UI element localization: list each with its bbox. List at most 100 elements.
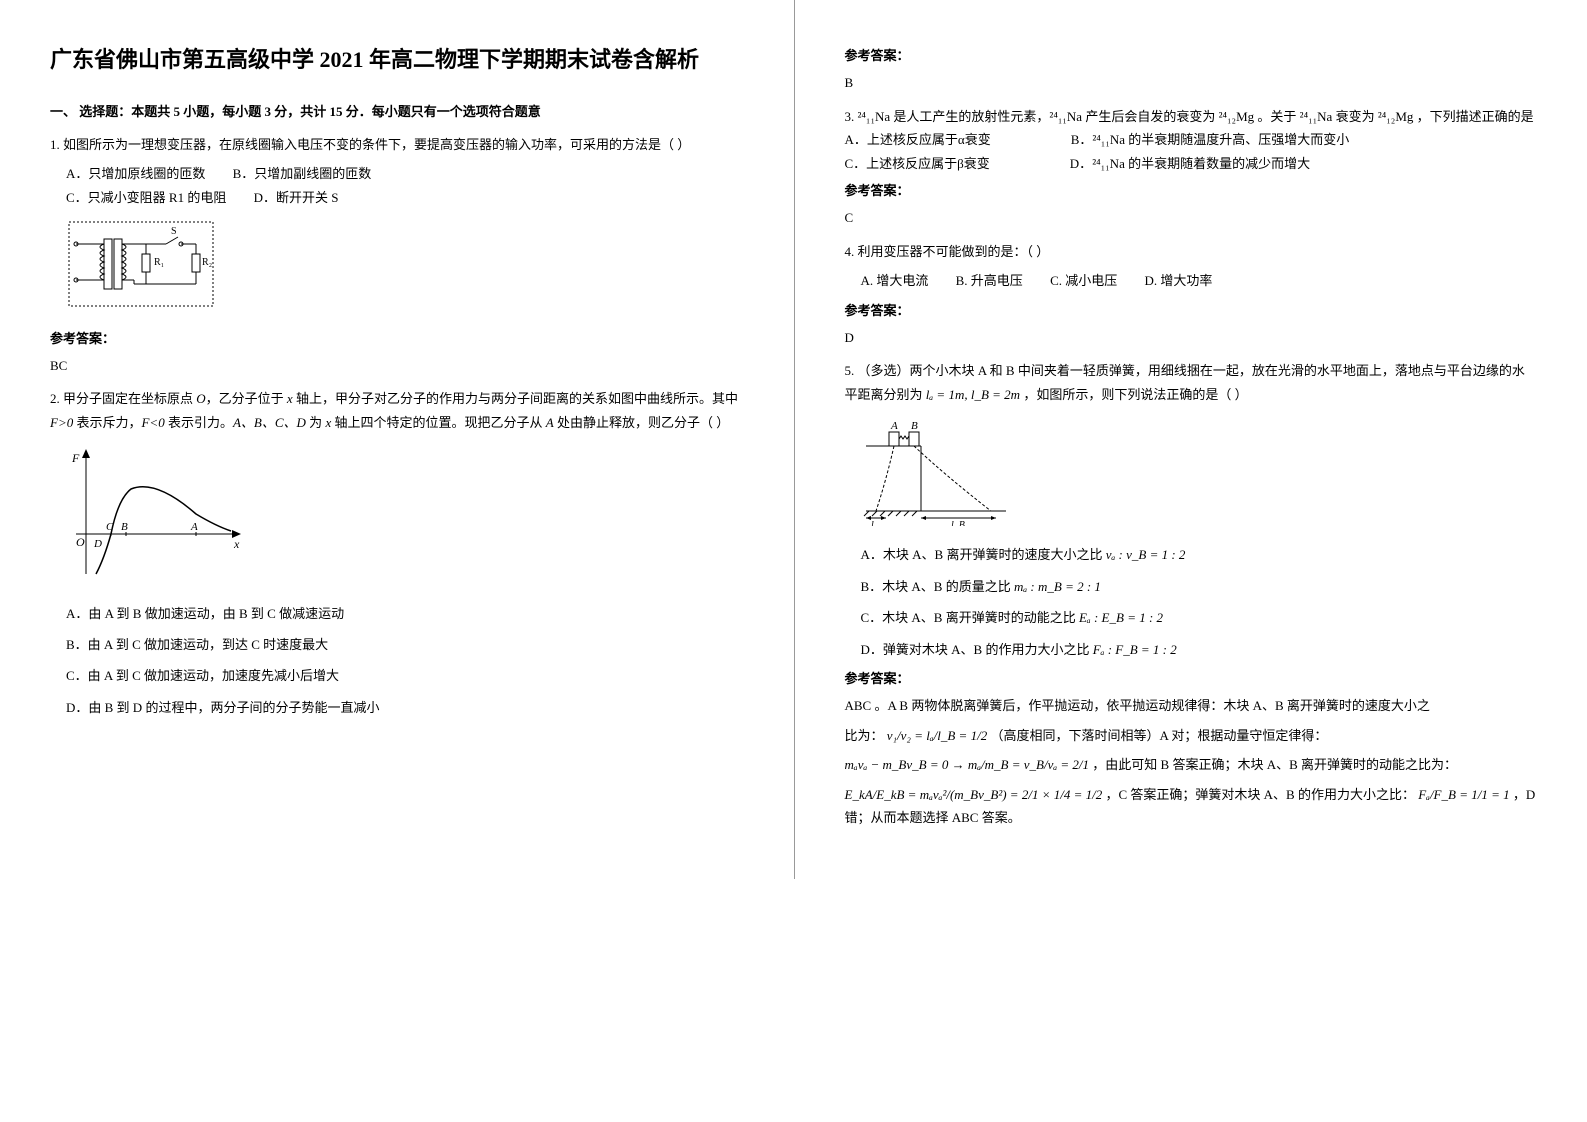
q2-opt-c: C．由 A 到 C 做加速运动，加速度先减小后增大: [66, 664, 744, 687]
q5-answer: ABC 。A B 两物体脱离弹簧后，作平抛运动，依平抛运动规律得：木块 A、B …: [845, 694, 1538, 829]
q5-b-label: B: [911, 420, 918, 432]
q5-c2: Eₐ : E_B = 1 : 2: [1079, 610, 1163, 625]
b-label: B: [121, 521, 128, 533]
q3-mg2: ²⁴₁₂Mg: [1378, 109, 1414, 124]
q4-opt-c: C. 减小电压: [1050, 269, 1117, 292]
q2-answer: B: [845, 71, 1538, 94]
q2-s2: ，乙分子位于: [206, 391, 287, 406]
platform-icon: A B lₐ l_B: [861, 416, 1011, 526]
q3-opt-d: D．²⁴₁₁Na 的半衰期随着数量的减少而增大: [1070, 152, 1310, 175]
q3-d2: 的半衰期随着数量的减少而增大: [1125, 156, 1310, 171]
q5-e2b: ，由此可知 B 答案正确；木块 A、B 离开弹簧时的动能之比为：: [1092, 757, 1457, 772]
x-label: x: [233, 537, 240, 551]
right-column: 参考答案： B 3. ²⁴₁₁Na 是人工产生的放射性元素，²⁴₁₁Na 产生后…: [794, 0, 1587, 879]
q4-opt-a: A. 增大电流: [861, 269, 929, 292]
q2-s4: 表示斥力，: [73, 415, 141, 430]
q5-b1: B．木块 A、B 的质量之比: [861, 579, 1014, 594]
q5-options: A．木块 A、B 离开弹簧时的速度大小之比 vₐ : v_B = 1 : 2 B…: [861, 543, 1538, 661]
r1-label: R₁: [154, 257, 164, 268]
q2-mfgt: F>0: [50, 415, 73, 430]
q3-stem: 3. ²⁴₁₁Na 是人工产生的放射性元素，²⁴₁₁Na 产生后会自发的衰变为 …: [845, 105, 1538, 128]
q1-figure: S R₁ R₂: [66, 219, 744, 316]
f-label: F: [71, 451, 80, 465]
q2-mo: O: [196, 391, 205, 406]
q1-answer: BC: [50, 354, 744, 377]
q2-s7: 轴上四个特定的位置。现把乙分子从: [331, 415, 546, 430]
switch-label: S: [171, 226, 177, 237]
q5-e2: mₐvₐ − m_Bv_B = 0 → mₐ/m_B = v_B/vₐ = 2/…: [845, 757, 1090, 772]
q4-stem: 4. 利用变压器不可能做到的是：（ ）: [845, 240, 1538, 263]
q5-opt-b: B．木块 A、B 的质量之比 mₐ : m_B = 2 : 1: [861, 575, 1538, 598]
q5-s2: ，如图所示，则下列说法正确的是（ ）: [1020, 387, 1248, 402]
q5-opt-d: D．弹簧对木块 A、B 的作用力大小之比 Fₐ : F_B = 1 : 2: [861, 638, 1538, 661]
q3-na2: ²⁴₁₁Na: [1049, 109, 1082, 124]
q3-na1: ²⁴₁₁Na: [858, 109, 891, 124]
q3-d-na: ²⁴₁₁Na: [1092, 156, 1125, 171]
q2-opt-d: D．由 B 到 D 的过程中，两分子间的分子势能一直减小: [66, 696, 744, 719]
q2-figure: F O x A B C D: [66, 444, 744, 591]
q4-opt-b: B. 升高电压: [956, 269, 1023, 292]
q3-answer: C: [845, 206, 1538, 229]
q5-la-label: lₐ: [871, 520, 877, 526]
q2-options: A．由 A 到 B 做加速运动，由 B 到 C 做减速运动 B．由 A 到 C …: [66, 602, 744, 720]
d-label: D: [93, 538, 102, 550]
q5-opt-a: A．木块 A、B 离开弹簧时的速度大小之比 vₐ : v_B = 1 : 2: [861, 543, 1538, 566]
q4-ans-label: 参考答案：: [845, 299, 1538, 322]
q2-ma: A: [546, 415, 554, 430]
q5-stem: 5. （多选）两个小木块 A 和 B 中间夹着一轻质弹簧，用细线捆在一起，放在光…: [845, 359, 1538, 406]
q1-stem: 1. 如图所示为一理想变压器，在原线圈输入电压不变的条件下，要提高变压器的输入功…: [50, 133, 744, 156]
question-3: 3. ²⁴₁₁Na 是人工产生的放射性元素，²⁴₁₁Na 产生后会自发的衰变为 …: [845, 105, 1538, 230]
question-1: 1. 如图所示为一理想变压器，在原线圈输入电压不变的条件下，要提高变压器的输入功…: [50, 133, 744, 377]
q2-s6: 为: [306, 415, 326, 430]
q5-e1a: 比为：: [845, 728, 884, 743]
q2-s5: 表示引力。: [165, 415, 233, 430]
q5-b2: mₐ : m_B = 2 : 1: [1014, 579, 1101, 594]
force-curve-icon: F O x A B C D: [66, 444, 246, 584]
a-label: A: [190, 521, 198, 533]
o-label: O: [76, 535, 85, 549]
q1-ans-label: 参考答案：: [50, 327, 744, 350]
question-2: 2. 甲分子固定在坐标原点 O，乙分子位于 x 轴上，甲分子对乙分子的作用力与两…: [50, 387, 744, 719]
q5-opt-c: C．木块 A、B 离开弹簧时的动能之比 Eₐ : E_B = 1 : 2: [861, 606, 1538, 629]
q5-ans-label: 参考答案：: [845, 667, 1538, 690]
q3-opt-b: B．²⁴₁₁Na 的半衰期随温度升高、压强增大而变小: [1071, 128, 1350, 151]
q3-ans-label: 参考答案：: [845, 179, 1538, 202]
q5-a2: vₐ : v_B = 1 : 2: [1106, 547, 1186, 562]
question-4: 4. 利用变压器不可能做到的是：（ ） A. 增大电流 B. 升高电压 C. 减…: [845, 240, 1538, 350]
q1-opt-d: D．断开开关 S: [254, 186, 339, 209]
transformer-icon: S R₁ R₂: [66, 219, 216, 309]
q3-s1: 3.: [845, 109, 858, 124]
q5-a1: A．木块 A、B 离开弹簧时的速度大小之比: [861, 547, 1106, 562]
q5-ans-text: ABC 。A B 两物体脱离弹簧后，作平抛运动，依平抛运动规律得：木块 A、B …: [845, 698, 1430, 713]
q5-e1b: （高度相同，下落时间相等）A 对；根据动量守恒定律得：: [990, 728, 1327, 743]
q5-exp1: 比为： v₁/v₂ = lₐ/l_B = 1/2 （高度相同，下落时间相等）A …: [845, 724, 1538, 747]
q3-b2: 的半衰期随温度升高、压强增大而变小: [1125, 132, 1349, 147]
q5-la: lₐ = 1m, l_B = 2m: [926, 387, 1020, 402]
q2-s8: 处由静止释放，则乙分子（ ）: [554, 415, 730, 430]
q5-exp2: mₐvₐ − m_Bv_B = 0 → mₐ/m_B = v_B/vₐ = 2/…: [845, 753, 1538, 776]
q3-options-row2: C．上述核反应属于β衰变 D．²⁴₁₁Na 的半衰期随着数量的减少而增大: [845, 152, 1538, 175]
q4-answer: D: [845, 326, 1538, 349]
q5-a-label: A: [890, 420, 898, 432]
q3-s3: 产生后会自发的衰变为: [1082, 109, 1219, 124]
q5-e3b: ，C 答案正确；弹簧对木块 A、B 的作用力大小之比：: [1105, 787, 1414, 802]
q5-d1: D．弹簧对木块 A、B 的作用力大小之比: [861, 642, 1093, 657]
q3-s4: 。关于: [1254, 109, 1300, 124]
q5-figure: A B lₐ l_B: [861, 416, 1538, 533]
q5-lb-label: l_B: [951, 520, 965, 526]
q1-opt-c: C．只减小变阻器 R1 的电阻: [66, 186, 226, 209]
q2-ans-label: 参考答案：: [845, 44, 1538, 67]
q2-mflt: F<0: [141, 415, 164, 430]
q3-b-na: ²⁴₁₁Na: [1092, 132, 1125, 147]
q3-b1: B．: [1071, 132, 1093, 147]
q4-options: A. 增大电流 B. 升高电压 C. 减小电压 D. 增大功率: [861, 269, 1538, 292]
q3-opt-c: C．上述核反应属于β衰变: [845, 152, 990, 175]
q3-opt-a: A．上述核反应属于α衰变: [845, 128, 991, 151]
q5-e3: E_kA/E_kB = mₐvₐ²/(m_Bv_B²) = 2/1 × 1/4 …: [845, 787, 1103, 802]
doc-title: 广东省佛山市第五高级中学 2021 年高二物理下学期期末试卷含解析: [50, 40, 744, 80]
q4-opt-d: D. 增大功率: [1144, 269, 1212, 292]
q3-mg1: ²⁴₁₂Mg: [1219, 109, 1255, 124]
section-1-head: 一、 选择题：本题共 5 小题，每小题 3 分，共计 15 分．每小题只有一个选…: [50, 100, 744, 123]
q1-options: A．只增加原线圈的匝数 B．只增加副线圈的匝数 C．只减小变阻器 R1 的电阻 …: [66, 162, 744, 209]
q3-s2: 是人工产生的放射性元素，: [890, 109, 1049, 124]
